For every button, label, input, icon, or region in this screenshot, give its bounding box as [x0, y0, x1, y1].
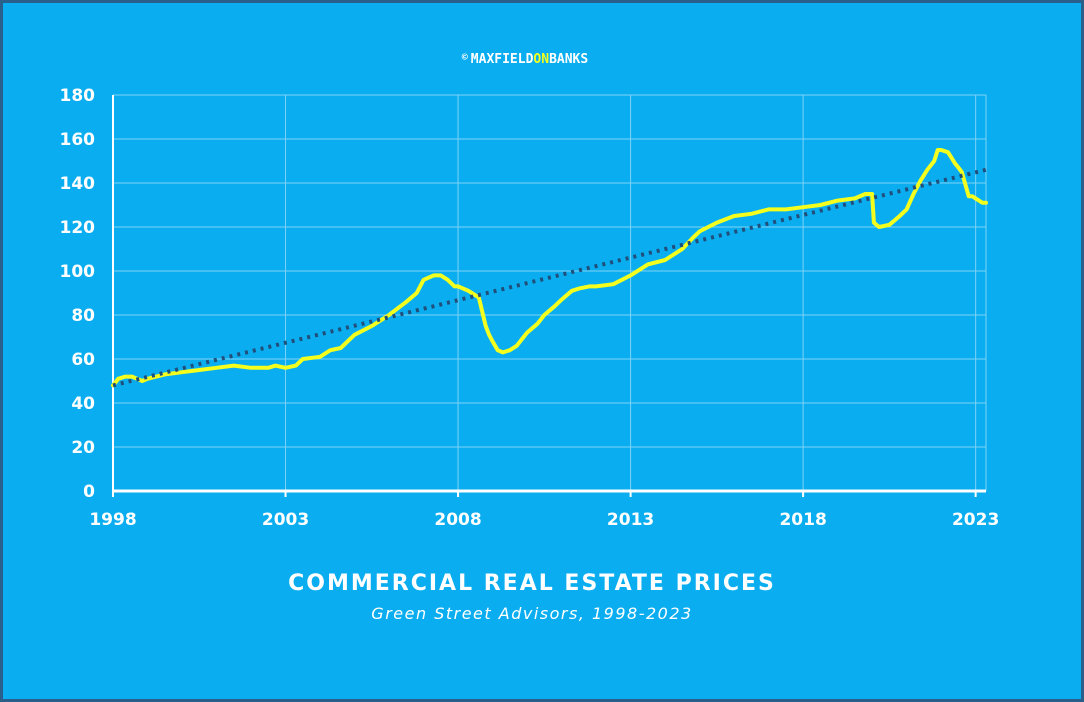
grid-lines [113, 94, 987, 491]
credit-part2: ON [533, 52, 549, 67]
y-tick-labels: 0 20 40 60 80 100 120 140 160 180 [60, 86, 96, 502]
chart: 0 20 40 60 80 100 120 140 160 180 1998 2003 2008 201… [60, 52, 1000, 623]
y-tick-60: 60 [71, 350, 95, 370]
chart-title: COMMERCIAL REAL ESTATE PRICES [288, 571, 776, 596]
y-tick-0: 0 [83, 482, 95, 502]
credit-symbol: © [462, 52, 469, 63]
x-tick-labels: 1998 2003 2008 2013 2018 2023 [89, 510, 999, 530]
credit-watermark: © MAXFIELDONBANKS [462, 52, 589, 67]
y-tick-180: 180 [60, 86, 96, 106]
y-tick-100: 100 [60, 262, 96, 282]
x-tick-1998: 1998 [89, 510, 136, 530]
price-index-line [111, 148, 988, 388]
y-tick-20: 20 [71, 438, 95, 458]
credit-part1: MAXFIELD [471, 52, 534, 67]
x-tick-2023: 2023 [952, 510, 999, 530]
credit-part3: BANKS [549, 52, 588, 67]
y-tick-80: 80 [71, 306, 95, 326]
chart-subtitle: Green Street Advisors, 1998-2023 [371, 604, 692, 623]
y-tick-160: 160 [60, 130, 96, 150]
y-tick-140: 140 [60, 174, 96, 194]
x-tick-2013: 2013 [607, 510, 654, 530]
y-tick-40: 40 [71, 394, 95, 414]
x-tick-2003: 2003 [262, 510, 309, 530]
series [111, 148, 988, 388]
trend-line [112, 167, 987, 388]
x-tick-2008: 2008 [434, 510, 481, 530]
axes [112, 95, 986, 497]
x-tick-2018: 2018 [779, 510, 826, 530]
y-tick-120: 120 [60, 218, 96, 238]
